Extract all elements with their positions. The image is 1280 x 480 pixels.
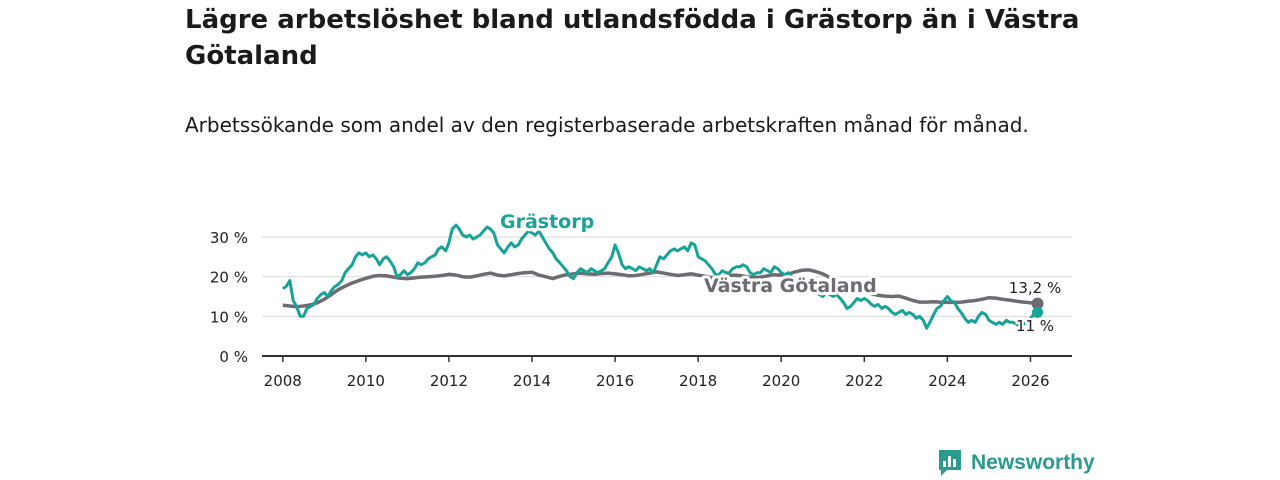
x-tick-label: 2018 bbox=[679, 372, 717, 390]
brand: Newsworthy bbox=[937, 448, 1095, 478]
x-tick-label: 2022 bbox=[845, 372, 883, 390]
end-marker-grastorp bbox=[1032, 306, 1044, 318]
x-tick-label: 2026 bbox=[1011, 372, 1049, 390]
end-marker-vastra-gotaland bbox=[1031, 297, 1044, 310]
series-line-grastorp bbox=[282, 223, 1039, 330]
series-labels: Grästorp Västra Götaland 13,2 % 11 % bbox=[497, 208, 1063, 337]
x-tick-label: 2012 bbox=[430, 372, 468, 390]
y-tick-label: 30 % bbox=[210, 229, 248, 247]
x-tick-label: 2020 bbox=[762, 372, 800, 390]
end-label-vastra-gotaland: 13,2 % bbox=[1009, 279, 1061, 297]
y-tick-label: 10 % bbox=[210, 308, 248, 326]
end-label-grastorp: 11 % bbox=[1016, 317, 1054, 335]
x-axis-ticks: 2008 2010 2012 2014 2016 2018 2020 2022 2024 2026 bbox=[262, 355, 1072, 390]
series-label-grastorp: Grästorp bbox=[500, 211, 594, 233]
series-lines bbox=[282, 223, 1044, 330]
line-chart: 0 % 10 % 20 % 30 % 2008 2010 2012 2014 2016 2018… bbox=[209, 208, 1072, 390]
y-axis-ticks: 0 % 10 % 20 % 30 % bbox=[210, 229, 248, 366]
bar-chart-logo-icon bbox=[939, 450, 961, 476]
x-tick-label: 2010 bbox=[347, 372, 385, 390]
y-tick-label: 0 % bbox=[219, 348, 248, 366]
x-tick-label: 2008 bbox=[264, 372, 302, 390]
chart-subtitle: Arbetssökande som andel av den registerb… bbox=[185, 113, 1029, 137]
y-tick-label: 20 % bbox=[210, 269, 248, 287]
chart-title: Lägre arbetslöshet bland utlandsfödda i … bbox=[185, 5, 1080, 71]
series-label-vastra-gotaland: Västra Götaland bbox=[704, 275, 877, 297]
series-line-vastra-gotaland bbox=[282, 268, 1038, 309]
x-tick-label: 2016 bbox=[596, 372, 634, 390]
x-tick-label: 2024 bbox=[928, 372, 966, 390]
x-tick-label: 2014 bbox=[513, 372, 551, 390]
brand-name: Newsworthy bbox=[971, 451, 1095, 474]
